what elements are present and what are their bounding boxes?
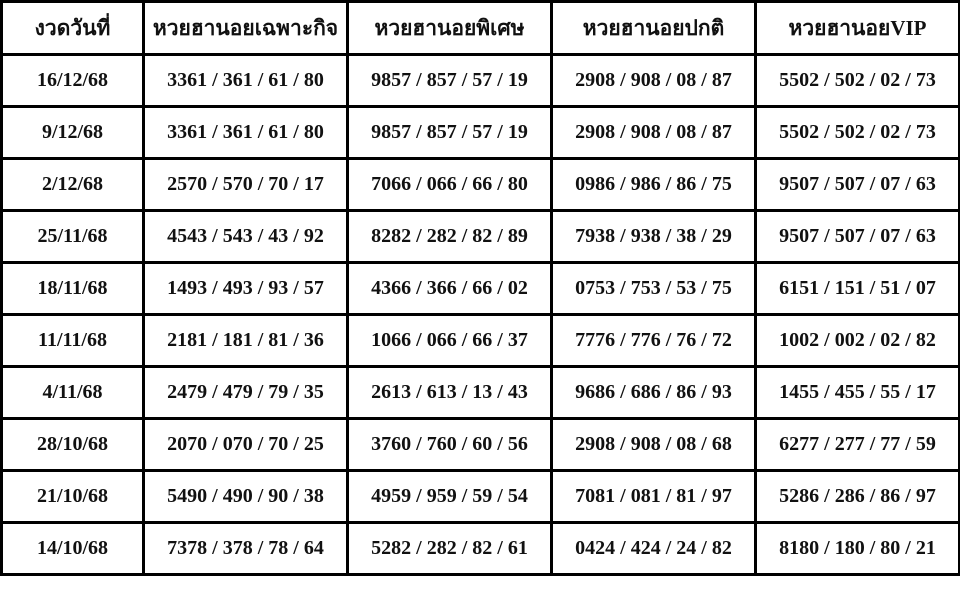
column-header-hanoi-special-task: หวยฮานอยเฉพาะกิจ (142, 0, 349, 56)
result-cell: 2181 / 181 / 81 / 36 (142, 313, 349, 368)
result-cell: 4959 / 959 / 59 / 54 (346, 469, 553, 524)
table-row: 4/11/68 2479 / 479 / 79 / 35 2613 / 613 / … (0, 365, 960, 420)
lottery-results-table: งวดวันที่ หวยฮานอยเฉพาะกิจ หวยฮานอยพิเศษ หว… (0, 0, 960, 576)
table-row: 2/12/68 2570 / 570 / 70 / 17 7066 / 066 / … (0, 157, 960, 212)
result-cell: 2613 / 613 / 13 / 43 (346, 365, 553, 420)
result-cell: 8282 / 282 / 82 / 89 (346, 209, 553, 264)
result-cell: 3361 / 361 / 61 / 80 (142, 53, 349, 108)
table-row: 11/11/68 2181 / 181 / 81 / 36 1066 / 066 /… (0, 313, 960, 368)
draw-date-cell: 21/10/68 (0, 469, 145, 524)
result-cell: 9507 / 507 / 07 / 63 (754, 209, 960, 264)
result-cell: 7081 / 081 / 81 / 97 (550, 469, 757, 524)
table-row: 21/10/68 5490 / 490 / 90 / 38 4959 / 959 /… (0, 469, 960, 524)
draw-date-cell: 25/11/68 (0, 209, 145, 264)
table-row: 28/10/68 2070 / 070 / 70 / 25 3760 / 760 /… (0, 417, 960, 472)
draw-date-cell: 9/12/68 (0, 105, 145, 160)
table-row: 16/12/68 3361 / 361 / 61 / 80 9857 / 857 /… (0, 53, 960, 108)
table-row: 9/12/68 3361 / 361 / 61 / 80 9857 / 857 / … (0, 105, 960, 160)
draw-date-cell: 11/11/68 (0, 313, 145, 368)
result-cell: 6277 / 277 / 77 / 59 (754, 417, 960, 472)
table-body: 16/12/68 3361 / 361 / 61 / 80 9857 / 857 /… (0, 53, 960, 576)
result-cell: 7938 / 938 / 38 / 29 (550, 209, 757, 264)
column-header-hanoi-special: หวยฮานอยพิเศษ (346, 0, 553, 56)
result-cell: 5282 / 282 / 82 / 61 (346, 521, 553, 576)
result-cell: 1493 / 493 / 93 / 57 (142, 261, 349, 316)
result-cell: 5502 / 502 / 02 / 73 (754, 105, 960, 160)
result-cell: 3760 / 760 / 60 / 56 (346, 417, 553, 472)
result-cell: 0753 / 753 / 53 / 75 (550, 261, 757, 316)
result-cell: 1002 / 002 / 02 / 82 (754, 313, 960, 368)
result-cell: 2908 / 908 / 08 / 68 (550, 417, 757, 472)
result-cell: 0424 / 424 / 24 / 82 (550, 521, 757, 576)
draw-date-cell: 28/10/68 (0, 417, 145, 472)
result-cell: 5490 / 490 / 90 / 38 (142, 469, 349, 524)
result-cell: 2070 / 070 / 70 / 25 (142, 417, 349, 472)
result-cell: 3361 / 361 / 61 / 80 (142, 105, 349, 160)
draw-date-cell: 16/12/68 (0, 53, 145, 108)
result-cell: 9507 / 507 / 07 / 63 (754, 157, 960, 212)
table-row: 14/10/68 7378 / 378 / 78 / 64 5282 / 282 /… (0, 521, 960, 576)
draw-date-cell: 18/11/68 (0, 261, 145, 316)
result-cell: 6151 / 151 / 51 / 07 (754, 261, 960, 316)
result-cell: 0986 / 986 / 86 / 75 (550, 157, 757, 212)
result-cell: 2908 / 908 / 08 / 87 (550, 105, 757, 160)
result-cell: 9686 / 686 / 86 / 93 (550, 365, 757, 420)
result-cell: 2570 / 570 / 70 / 17 (142, 157, 349, 212)
result-cell: 4366 / 366 / 66 / 02 (346, 261, 553, 316)
result-cell: 7066 / 066 / 66 / 80 (346, 157, 553, 212)
table-row: 18/11/68 1493 / 493 / 93 / 57 4366 / 366 /… (0, 261, 960, 316)
result-cell: 5286 / 286 / 86 / 97 (754, 469, 960, 524)
draw-date-cell: 4/11/68 (0, 365, 145, 420)
result-cell: 5502 / 502 / 02 / 73 (754, 53, 960, 108)
column-header-date: งวดวันที่ (0, 0, 145, 56)
result-cell: 8180 / 180 / 80 / 21 (754, 521, 960, 576)
result-cell: 2479 / 479 / 79 / 35 (142, 365, 349, 420)
column-header-hanoi-normal: หวยฮานอยปกติ (550, 0, 757, 56)
result-cell: 1066 / 066 / 66 / 37 (346, 313, 553, 368)
result-cell: 9857 / 857 / 57 / 19 (346, 105, 553, 160)
result-cell: 9857 / 857 / 57 / 19 (346, 53, 553, 108)
result-cell: 4543 / 543 / 43 / 92 (142, 209, 349, 264)
table-row: 25/11/68 4543 / 543 / 43 / 92 8282 / 282 /… (0, 209, 960, 264)
result-cell: 1455 / 455 / 55 / 17 (754, 365, 960, 420)
header-row: งวดวันที่ หวยฮานอยเฉพาะกิจ หวยฮานอยพิเศษ หว… (0, 0, 960, 56)
column-header-hanoi-vip: หวยฮานอยVIP (754, 0, 960, 56)
result-cell: 2908 / 908 / 08 / 87 (550, 53, 757, 108)
result-cell: 7776 / 776 / 76 / 72 (550, 313, 757, 368)
draw-date-cell: 2/12/68 (0, 157, 145, 212)
draw-date-cell: 14/10/68 (0, 521, 145, 576)
result-cell: 7378 / 378 / 78 / 64 (142, 521, 349, 576)
